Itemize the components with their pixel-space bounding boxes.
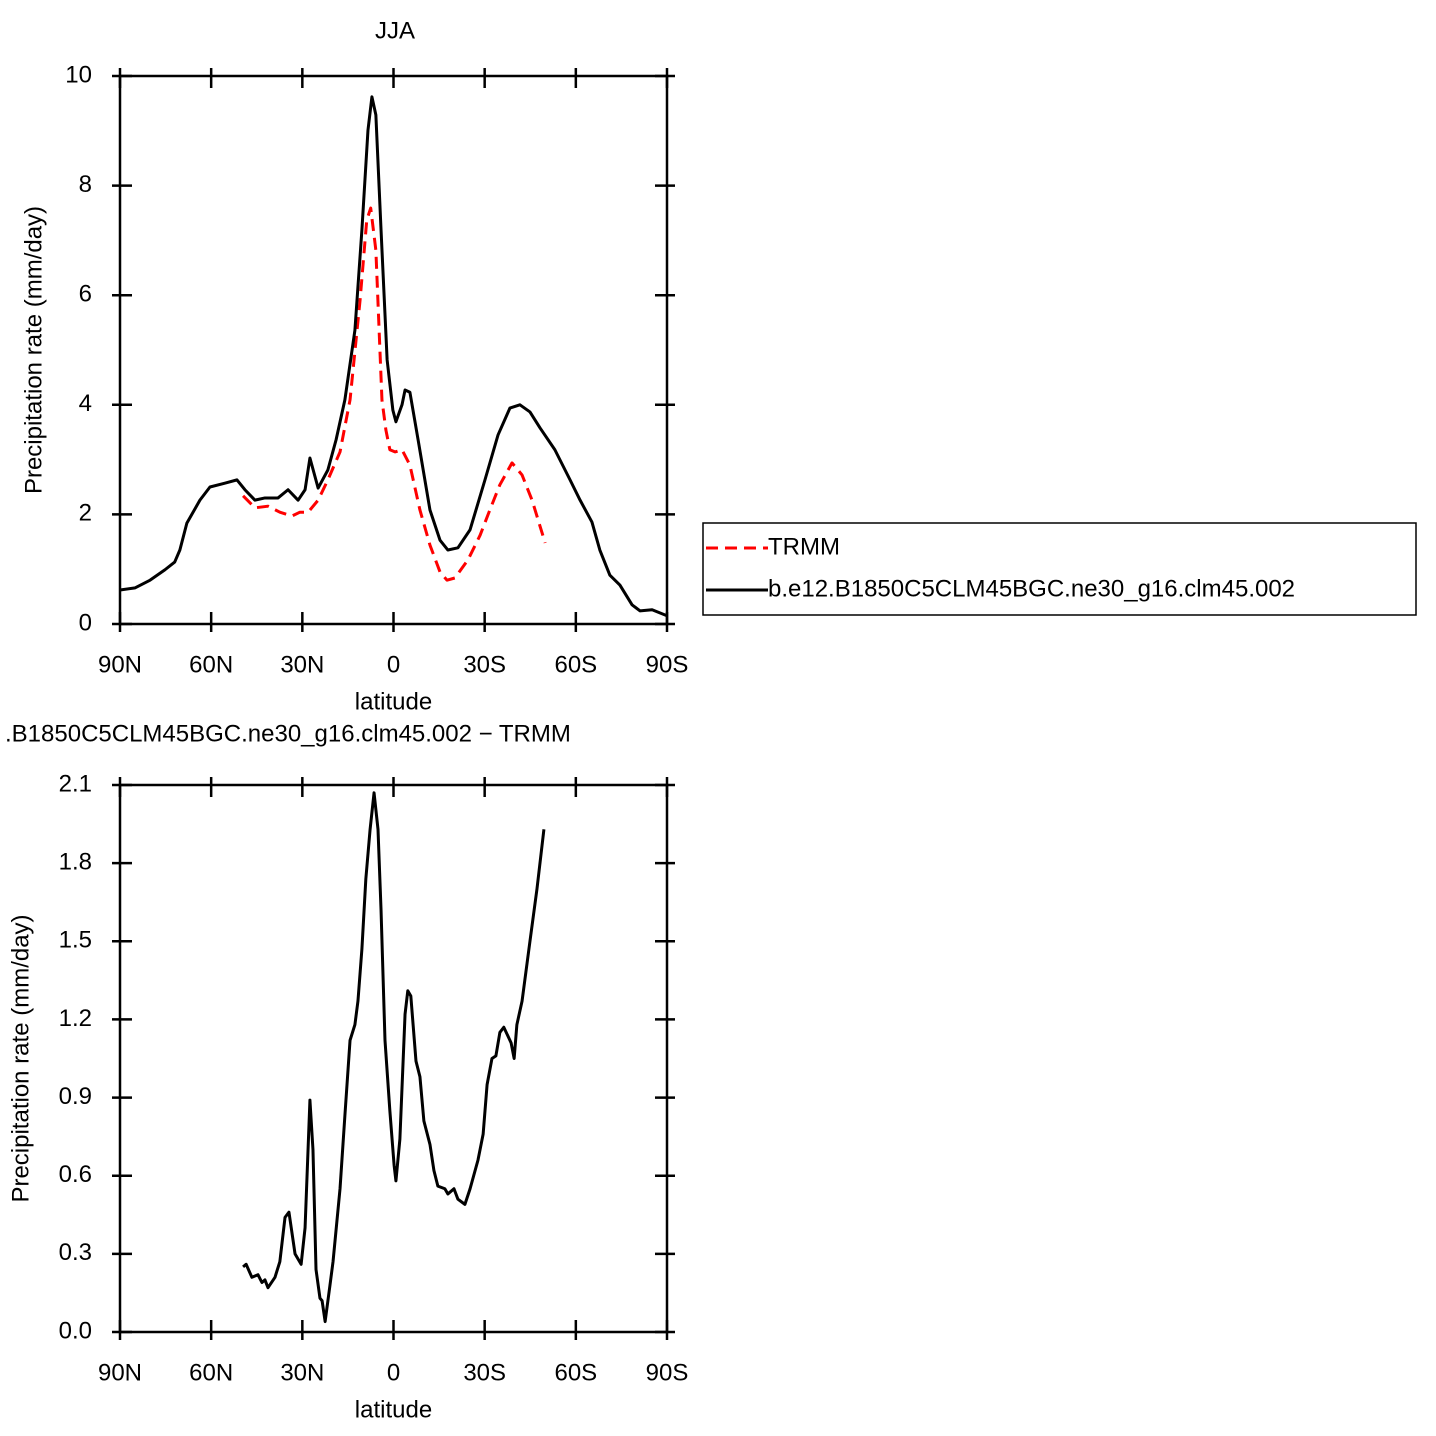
legend-label: b.e12.B1850C5CLM45BGC.ne30_g16.clm45.002 <box>768 575 1295 602</box>
plot-frame <box>118 783 669 1334</box>
plot-frame <box>118 74 669 626</box>
y-tick-label: 8 <box>79 171 92 198</box>
y-tick-label: 1.5 <box>59 927 92 954</box>
y-tick-label: 0.3 <box>59 1239 92 1266</box>
x-tick-label: 60S <box>554 1359 597 1386</box>
data-line <box>242 206 547 582</box>
y-tick-label: 1.2 <box>59 1005 92 1032</box>
y-tick-label: 2.1 <box>59 770 92 797</box>
y-tick-label: 4 <box>79 390 92 417</box>
x-tick-label: 30N <box>280 1359 324 1386</box>
y-tick-label: 0.0 <box>59 1317 92 1344</box>
x-axis-label: latitude <box>355 1396 432 1423</box>
data-line <box>119 95 668 618</box>
y-tick-label: 0 <box>79 609 92 636</box>
x-tick-label: 0 <box>387 651 400 678</box>
x-tick-label: 0 <box>387 1359 400 1386</box>
x-tick-label: 30S <box>463 1359 506 1386</box>
y-tick-label: 1.8 <box>59 848 92 875</box>
y-tick-label: 0.9 <box>59 1083 92 1110</box>
x-tick-label: 60S <box>554 651 597 678</box>
y-tick-label: 2 <box>79 500 92 527</box>
legend-label: TRMM <box>768 533 840 560</box>
x-tick-label: 90N <box>98 1359 142 1386</box>
y-tick-label: 6 <box>79 281 92 308</box>
x-tick-label: 60N <box>189 1359 233 1386</box>
x-tick-label: 90S <box>646 651 689 678</box>
data-line <box>242 791 546 1324</box>
x-tick-label: 30N <box>280 651 324 678</box>
x-tick-label: 30S <box>463 651 506 678</box>
y-tick-label: 0.6 <box>59 1161 92 1188</box>
x-tick-label: 90S <box>646 1359 689 1386</box>
x-axis-label: latitude <box>355 688 432 715</box>
x-tick-label: 90N <box>98 651 142 678</box>
y-axis-label: Precipitation rate (mm/day) <box>20 206 47 494</box>
x-tick-label: 60N <box>189 651 233 678</box>
y-axis-label: Precipitation rate (mm/day) <box>7 914 34 1202</box>
y-tick-label: 10 <box>65 61 92 88</box>
chart-title: .B1850C5CLM45BGC.ne30_g16.clm45.002 − TR… <box>5 720 571 747</box>
chart-title: JJA <box>375 17 415 44</box>
legend-box <box>702 522 1417 616</box>
